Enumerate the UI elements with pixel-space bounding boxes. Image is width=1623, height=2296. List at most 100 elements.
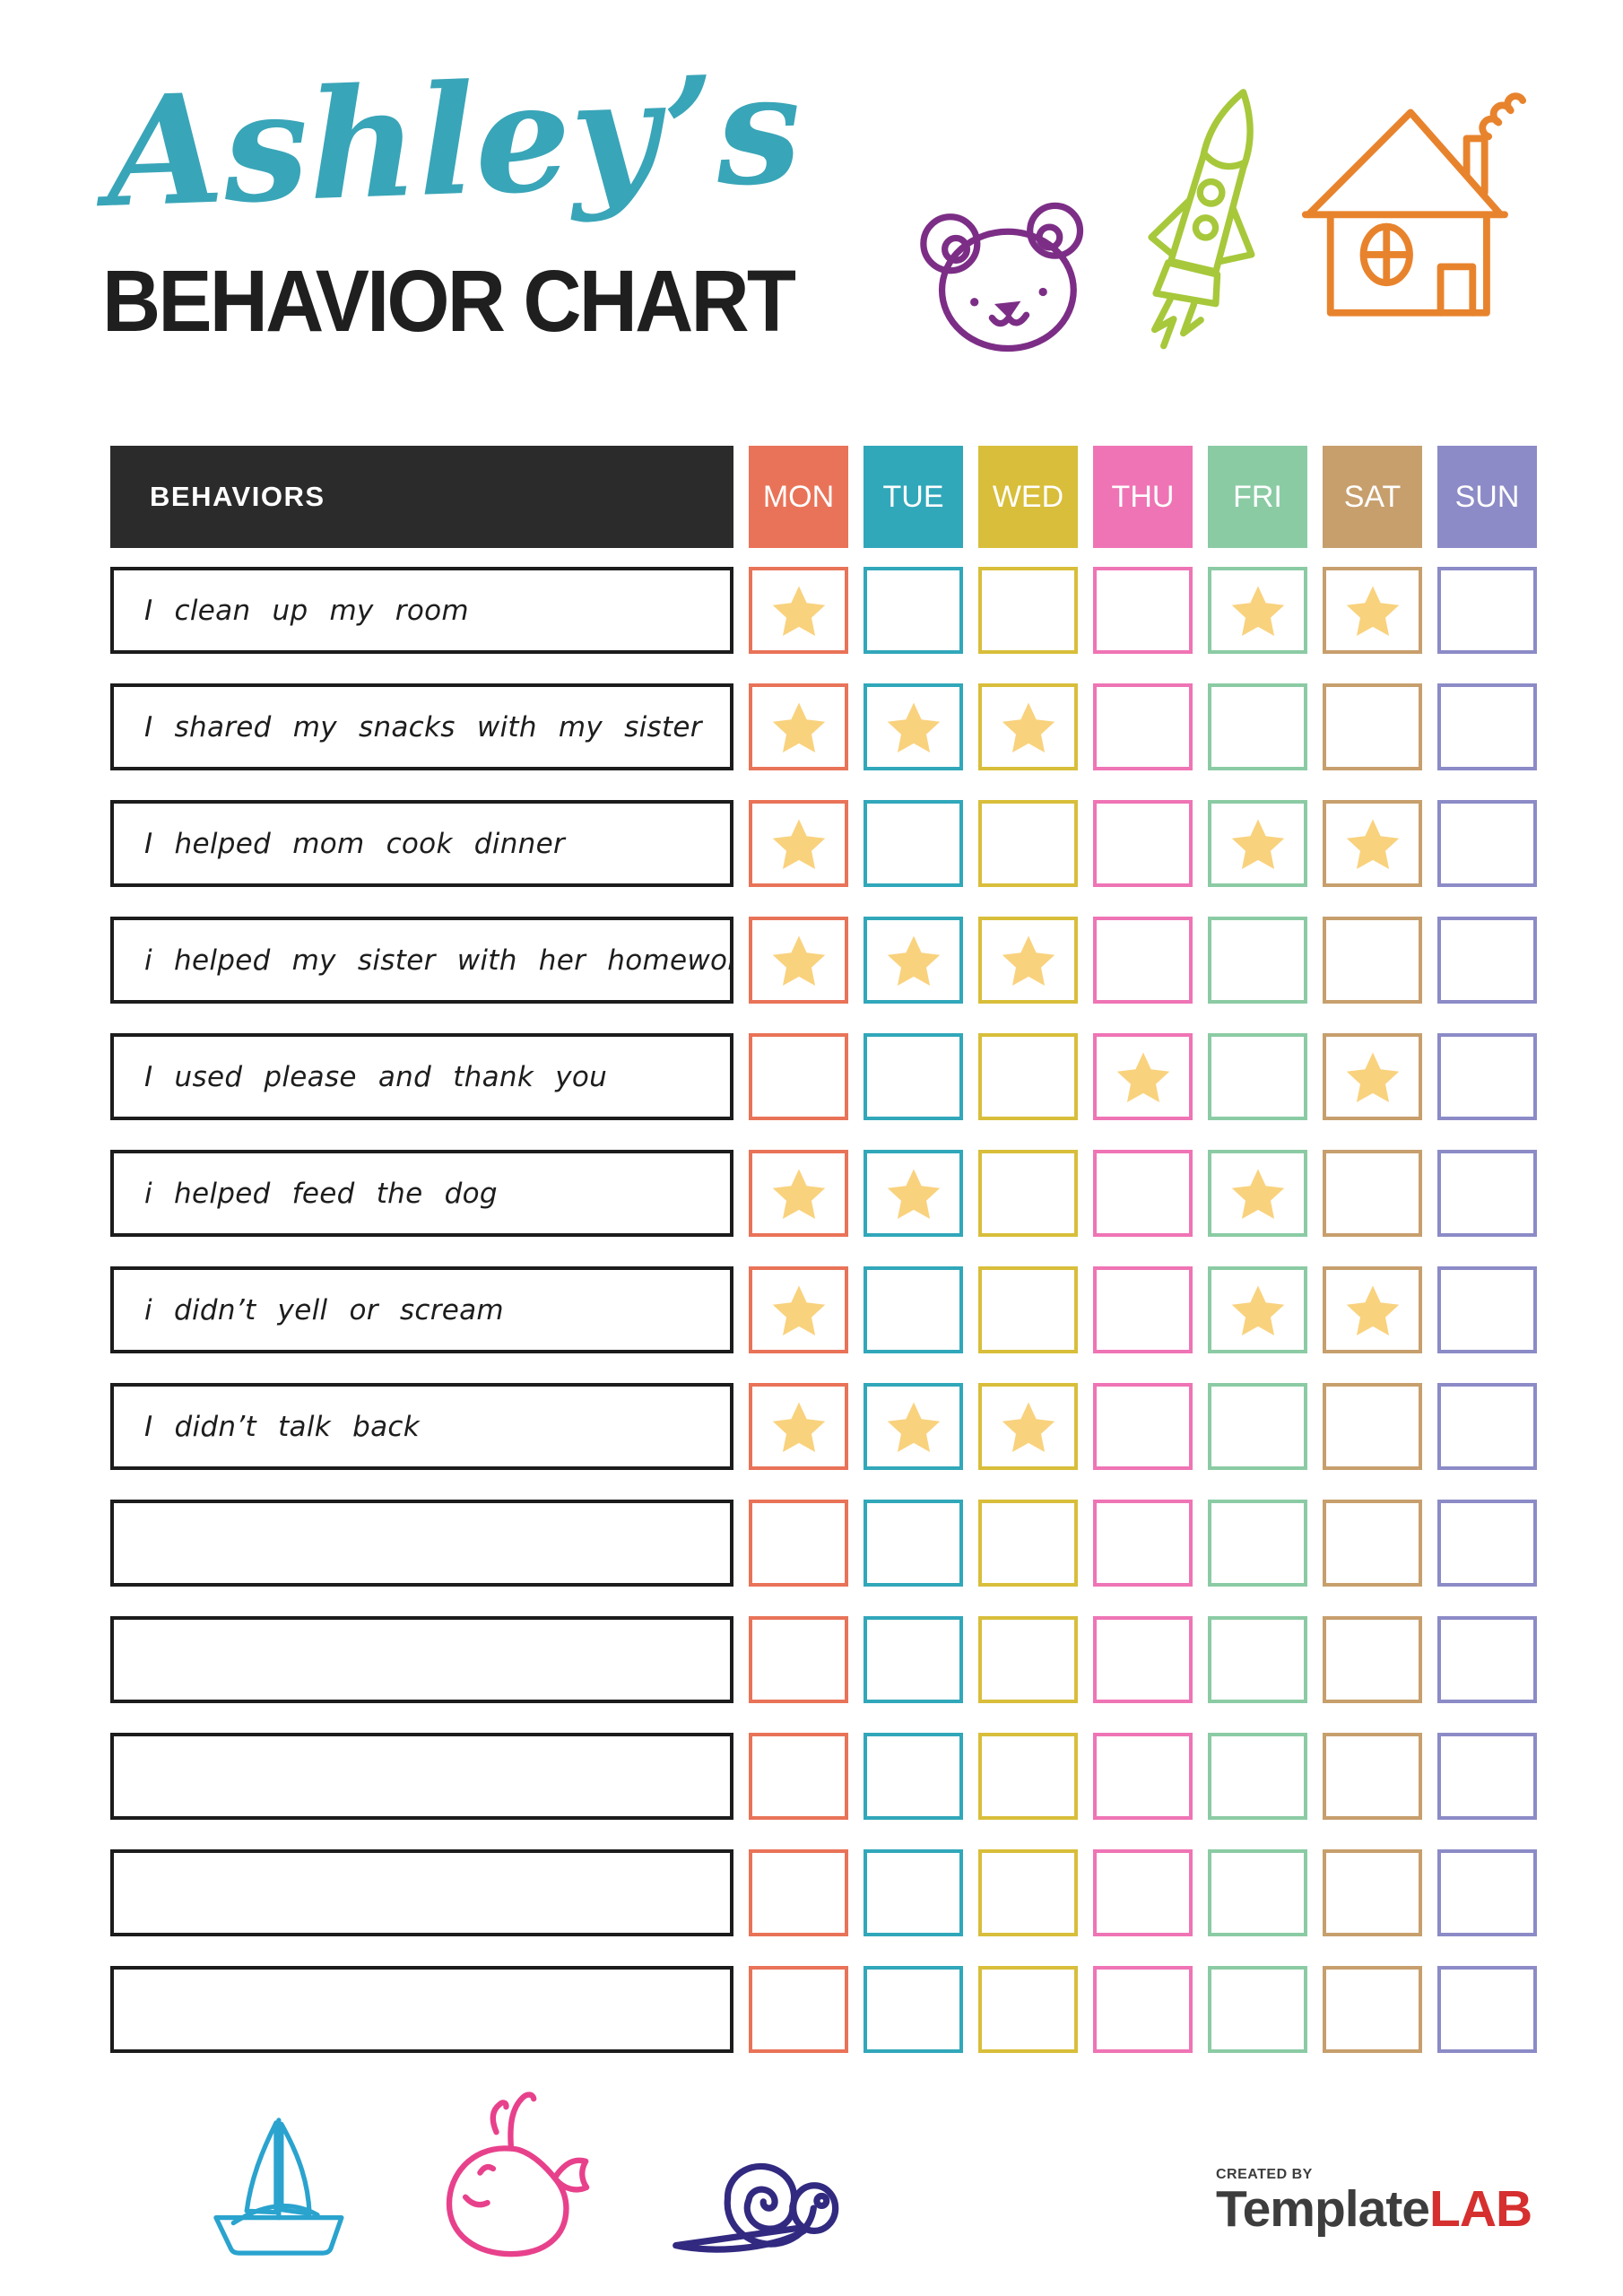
day-cell-wed[interactable] (978, 1966, 1078, 2053)
day-cell-sun[interactable] (1437, 917, 1537, 1004)
day-cell-fri[interactable] (1208, 917, 1307, 1004)
day-cell-mon[interactable] (749, 1616, 848, 1703)
day-cell-fri[interactable] (1208, 567, 1307, 654)
day-cell-sun[interactable] (1437, 683, 1537, 770)
day-cell-mon[interactable] (749, 1500, 848, 1587)
day-cell-wed[interactable] (978, 1500, 1078, 1587)
day-cell-wed[interactable] (978, 567, 1078, 654)
day-cell-sun[interactable] (1437, 1383, 1537, 1470)
day-cell-wed[interactable] (978, 917, 1078, 1004)
day-cell-sun[interactable] (1437, 1733, 1537, 1820)
day-cell-tue[interactable] (864, 1733, 963, 1820)
day-cell-fri[interactable] (1208, 1849, 1307, 1936)
day-cell-fri[interactable] (1208, 1500, 1307, 1587)
day-cell-sun[interactable] (1437, 1966, 1537, 2053)
day-cell-sun[interactable] (1437, 800, 1537, 887)
day-cell-sat[interactable] (1323, 1966, 1422, 2053)
day-cell-sat[interactable] (1323, 1500, 1422, 1587)
day-cell-sun[interactable] (1437, 1849, 1537, 1936)
day-cell-tue[interactable] (864, 1033, 963, 1120)
day-cell-thu[interactable] (1093, 1383, 1193, 1470)
day-cell-mon[interactable] (749, 567, 848, 654)
day-cell-mon[interactable] (749, 1733, 848, 1820)
day-cell-thu[interactable] (1093, 1733, 1193, 1820)
day-cell-sat[interactable] (1323, 917, 1422, 1004)
day-cell-sun[interactable] (1437, 1150, 1537, 1237)
day-cell-sat[interactable] (1323, 1266, 1422, 1353)
star-icon (887, 1168, 940, 1219)
day-cell-fri[interactable] (1208, 1616, 1307, 1703)
day-cell-mon[interactable] (749, 800, 848, 887)
star-icon (1002, 701, 1055, 752)
day-cell-fri[interactable] (1208, 1383, 1307, 1470)
day-cell-fri[interactable] (1208, 1966, 1307, 2053)
day-cell-thu[interactable] (1093, 1849, 1193, 1936)
day-cell-wed[interactable] (978, 1150, 1078, 1237)
behavior-label-cell[interactable] (110, 1733, 733, 1820)
day-cell-thu[interactable] (1093, 567, 1193, 654)
day-cell-sat[interactable] (1323, 1733, 1422, 1820)
day-cell-thu[interactable] (1093, 1033, 1193, 1120)
day-cell-tue[interactable] (864, 1383, 963, 1470)
day-cell-sun[interactable] (1437, 567, 1537, 654)
day-cell-wed[interactable] (978, 1266, 1078, 1353)
behavior-label-cell[interactable] (110, 1849, 733, 1936)
day-cell-thu[interactable] (1093, 1266, 1193, 1353)
day-cell-tue[interactable] (864, 683, 963, 770)
day-cell-wed[interactable] (978, 1033, 1078, 1120)
day-cell-tue[interactable] (864, 1150, 963, 1237)
day-cell-fri[interactable] (1208, 1266, 1307, 1353)
day-cell-mon[interactable] (749, 1849, 848, 1936)
day-cell-tue[interactable] (864, 1500, 963, 1587)
day-cell-tue[interactable] (864, 1849, 963, 1936)
behavior-label-cell[interactable] (110, 1966, 733, 2053)
day-cell-sat[interactable] (1323, 1150, 1422, 1237)
day-cell-sat[interactable] (1323, 800, 1422, 887)
day-cell-sat[interactable] (1323, 1033, 1422, 1120)
day-cell-thu[interactable] (1093, 1966, 1193, 2053)
day-cell-tue[interactable] (864, 567, 963, 654)
behavior-label-cell[interactable] (110, 1616, 733, 1703)
day-cell-sun[interactable] (1437, 1616, 1537, 1703)
day-cell-wed[interactable] (978, 1849, 1078, 1936)
day-cell-fri[interactable] (1208, 1150, 1307, 1237)
day-cell-wed[interactable] (978, 1383, 1078, 1470)
day-cell-fri[interactable] (1208, 683, 1307, 770)
day-cell-sat[interactable] (1323, 1849, 1422, 1936)
day-cell-mon[interactable] (749, 917, 848, 1004)
day-cell-thu[interactable] (1093, 683, 1193, 770)
day-cell-tue[interactable] (864, 1266, 963, 1353)
star-icon (1346, 818, 1399, 869)
day-cell-wed[interactable] (978, 683, 1078, 770)
day-cell-sat[interactable] (1323, 683, 1422, 770)
day-cell-mon[interactable] (749, 1383, 848, 1470)
day-cell-thu[interactable] (1093, 1500, 1193, 1587)
day-cell-mon[interactable] (749, 1966, 848, 2053)
table-row (110, 1500, 1537, 1587)
day-cell-thu[interactable] (1093, 1150, 1193, 1237)
day-cell-sat[interactable] (1323, 567, 1422, 654)
day-cell-mon[interactable] (749, 1033, 848, 1120)
day-cell-tue[interactable] (864, 917, 963, 1004)
day-cell-tue[interactable] (864, 1616, 963, 1703)
day-cell-fri[interactable] (1208, 1033, 1307, 1120)
day-cell-sun[interactable] (1437, 1266, 1537, 1353)
day-cell-mon[interactable] (749, 683, 848, 770)
day-cell-wed[interactable] (978, 1733, 1078, 1820)
day-cell-thu[interactable] (1093, 917, 1193, 1004)
day-cell-thu[interactable] (1093, 800, 1193, 887)
day-cell-tue[interactable] (864, 1966, 963, 2053)
day-cell-thu[interactable] (1093, 1616, 1193, 1703)
day-cell-sun[interactable] (1437, 1500, 1537, 1587)
day-cell-tue[interactable] (864, 800, 963, 887)
day-cell-sat[interactable] (1323, 1616, 1422, 1703)
day-cell-sat[interactable] (1323, 1383, 1422, 1470)
day-cell-fri[interactable] (1208, 1733, 1307, 1820)
day-cell-wed[interactable] (978, 1616, 1078, 1703)
day-cell-fri[interactable] (1208, 800, 1307, 887)
behavior-label-cell[interactable] (110, 1500, 733, 1587)
day-cell-sun[interactable] (1437, 1033, 1537, 1120)
day-cell-mon[interactable] (749, 1266, 848, 1353)
day-cell-wed[interactable] (978, 800, 1078, 887)
day-cell-mon[interactable] (749, 1150, 848, 1237)
